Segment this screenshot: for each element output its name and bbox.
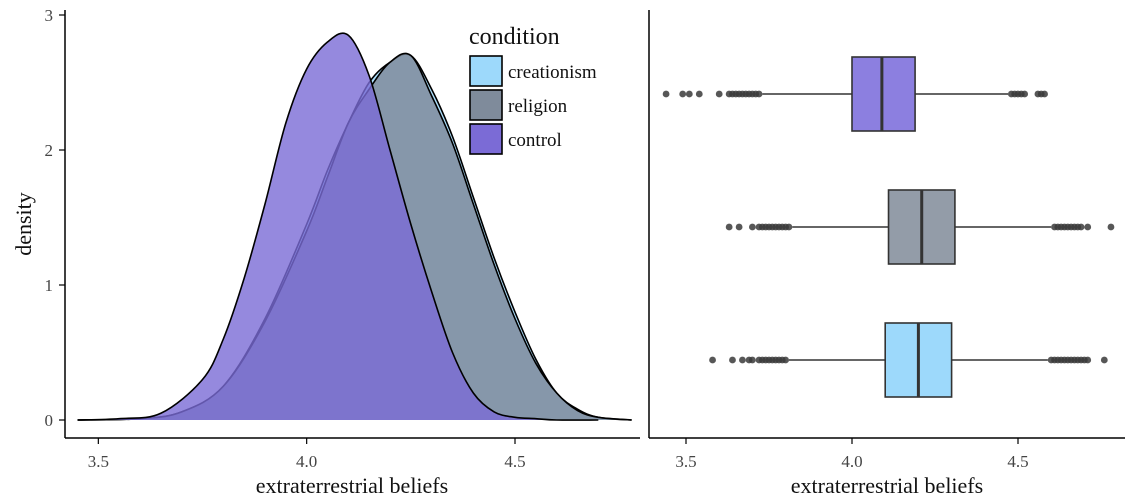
boxplot-x-tick-label: 4.0 (841, 452, 862, 471)
legend-entries: creationism religion control (469, 55, 597, 155)
boxplot-x-tick-label: 4.5 (1007, 452, 1028, 471)
outlier-point (679, 90, 687, 98)
density-x-tick-label: 4.0 (296, 452, 317, 471)
boxplot-x-axis-title: extraterrestrial beliefs (791, 473, 983, 498)
density-y-tick-label: 1 (45, 276, 54, 295)
outlier-point (735, 223, 743, 231)
outlier-point (1084, 356, 1092, 364)
outlier-point (1041, 90, 1048, 98)
density-x-axis-title: extraterrestrial beliefs (256, 473, 448, 498)
legend-label-creationism: creationism (508, 62, 597, 83)
outlier-point (662, 90, 670, 98)
box-religion (725, 189, 1115, 265)
outlier-point (1107, 223, 1115, 231)
density-line-control (77, 32, 599, 421)
box-elements (662, 56, 1115, 398)
legend-swatch-religion (469, 89, 503, 121)
density-y-axis-title: density (11, 192, 36, 256)
density-x-tick-label: 3.5 (88, 452, 109, 471)
density-x-ticks: 3.5 4.0 4.5 (88, 438, 526, 471)
outlier-point (729, 356, 736, 364)
legend-title: condition (469, 24, 560, 50)
outlier-point (685, 90, 693, 98)
density-y-tick-label: 0 (45, 411, 54, 430)
legend: condition creationism religion control (469, 24, 597, 155)
outlier-point (715, 90, 723, 98)
box-control (662, 56, 1048, 132)
density-areas (77, 32, 632, 421)
legend-label-control: control (508, 130, 562, 151)
box-iqr (851, 56, 916, 132)
outlier-point (755, 90, 763, 98)
outlier-point (1021, 90, 1029, 98)
outlier-point (1100, 356, 1108, 364)
outlier-point (725, 223, 733, 231)
outlier-point (709, 356, 716, 364)
density-area-control (77, 33, 599, 421)
density-y-ticks: 0 1 2 3 (45, 6, 65, 430)
outlier-point (785, 223, 793, 231)
outlier-point (695, 90, 703, 98)
boxplot-x-ticks: 3.5 4.0 4.5 (675, 438, 1029, 471)
outlier-point (749, 356, 756, 364)
outlier-point (1084, 223, 1092, 231)
density-x-tick-label: 4.5 (504, 452, 525, 471)
outlier-point (1077, 223, 1085, 231)
boxplot-panel: 3.5 4.0 4.5 extraterrestrial beliefs (648, 10, 1125, 498)
outlier-point (749, 223, 756, 231)
box-creationism (709, 322, 1108, 398)
boxplot-x-tick-label: 3.5 (675, 452, 696, 471)
outlier-point (782, 356, 789, 364)
legend-swatch-creationism (469, 55, 503, 87)
outlier-point (739, 356, 746, 364)
density-y-tick-label: 3 (45, 6, 54, 25)
density-y-tick-label: 2 (45, 141, 54, 160)
legend-label-religion: religion (508, 96, 568, 117)
legend-swatch-control (469, 123, 503, 155)
